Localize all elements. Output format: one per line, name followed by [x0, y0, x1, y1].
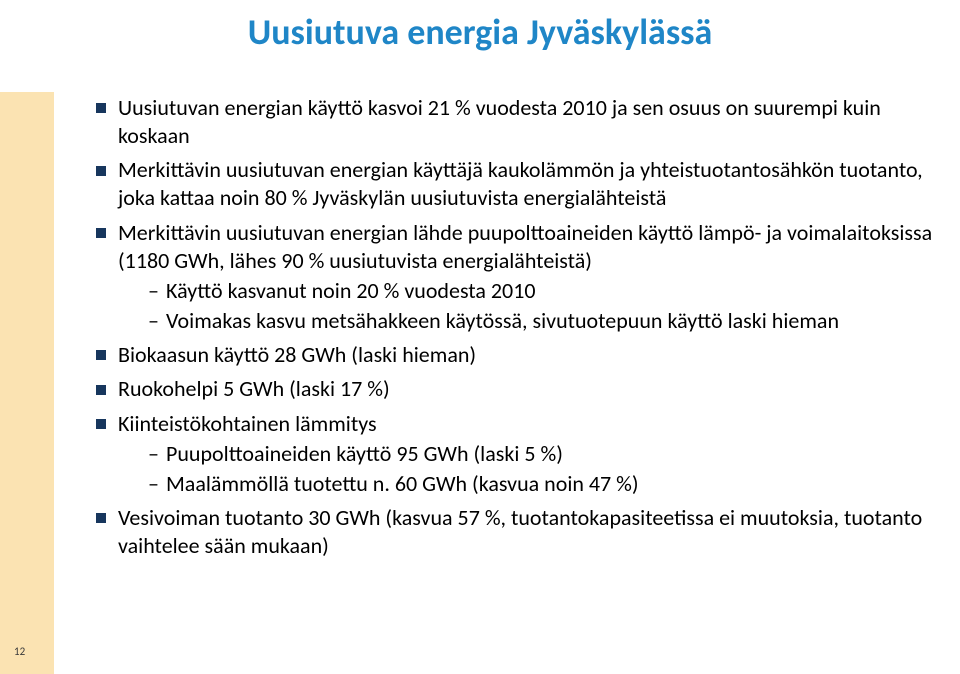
- bullet-text: Merkittävin uusiutuvan energian lähde pu…: [118, 219, 932, 274]
- list-item: Uusiutuvan energian käyttö kasvoi 21 % v…: [96, 94, 952, 150]
- bullet-text: Käyttö kasvanut noin 20 % vuodesta 2010: [166, 277, 536, 304]
- list-item: Voimakas kasvu metsähakkeen käytössä, si…: [148, 307, 952, 335]
- bullet-text: Voimakas kasvu metsähakkeen käytössä, si…: [166, 307, 839, 334]
- list-item: Kiinteistökohtainen lämmitys Puupolttoai…: [96, 410, 952, 498]
- slide-title: Uusiutuva energia Jyväskylässä: [0, 10, 960, 54]
- page-number: 12: [14, 645, 25, 658]
- accent-bar: [0, 92, 54, 674]
- list-item: Merkittävin uusiutuvan energian käyttäjä…: [96, 156, 952, 212]
- list-item: Maalämmöllä tuotettu n. 60 GWh (kasvua n…: [148, 470, 952, 498]
- bullet-text: Biokaasun käyttö 28 GWh (laski hieman): [118, 341, 476, 368]
- list-item: Merkittävin uusiutuvan energian lähde pu…: [96, 219, 952, 336]
- bullet-text: Vesivoiman tuotanto 30 GWh (kasvua 57 %,…: [118, 504, 922, 559]
- bullet-text: Merkittävin uusiutuvan energian käyttäjä…: [118, 156, 923, 211]
- list-item: Vesivoiman tuotanto 30 GWh (kasvua 57 %,…: [96, 504, 952, 560]
- bullet-list: Uusiutuvan energian käyttö kasvoi 21 % v…: [96, 94, 952, 560]
- bullet-text: Puupolttoaineiden käyttö 95 GWh (laski 5…: [166, 440, 563, 467]
- sub-list: Puupolttoaineiden käyttö 95 GWh (laski 5…: [118, 440, 952, 498]
- slide: Uusiutuva energia Jyväskylässä Uusiutuva…: [0, 0, 960, 674]
- bullet-text: Ruokohelpi 5 GWh (laski 17 %): [118, 375, 390, 402]
- list-item: Ruokohelpi 5 GWh (laski 17 %): [96, 375, 952, 403]
- sub-list: Käyttö kasvanut noin 20 % vuodesta 2010 …: [118, 277, 952, 335]
- list-item: Biokaasun käyttö 28 GWh (laski hieman): [96, 341, 952, 369]
- bullet-text: Uusiutuvan energian käyttö kasvoi 21 % v…: [118, 94, 881, 149]
- slide-body: Uusiutuvan energian käyttö kasvoi 21 % v…: [96, 94, 952, 566]
- list-item: Puupolttoaineiden käyttö 95 GWh (laski 5…: [148, 440, 952, 468]
- bullet-text: Maalämmöllä tuotettu n. 60 GWh (kasvua n…: [166, 470, 639, 497]
- list-item: Käyttö kasvanut noin 20 % vuodesta 2010: [148, 277, 952, 305]
- bullet-text: Kiinteistökohtainen lämmitys: [118, 410, 377, 437]
